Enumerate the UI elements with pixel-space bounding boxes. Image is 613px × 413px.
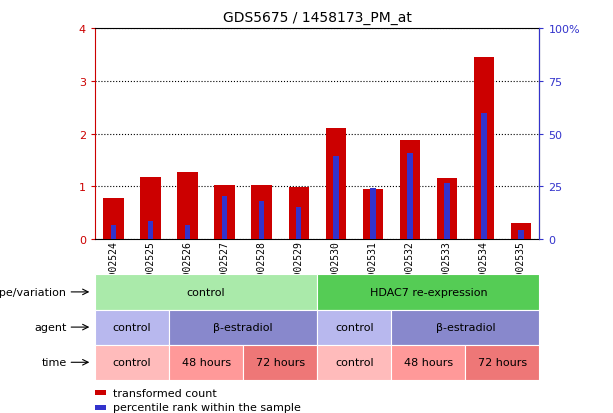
Text: 48 hours: 48 hours: [181, 357, 230, 368]
Text: agent: agent: [34, 322, 66, 332]
Text: control: control: [113, 357, 151, 368]
Bar: [251, 186, 272, 240]
Text: 48 hours: 48 hours: [404, 357, 453, 368]
Bar: [140, 178, 161, 240]
Bar: [333, 157, 338, 240]
Bar: [185, 225, 191, 240]
Bar: [474, 58, 494, 240]
Text: β-estradiol: β-estradiol: [436, 322, 495, 332]
Text: percentile rank within the sample: percentile rank within the sample: [113, 402, 300, 413]
Bar: [370, 188, 376, 240]
Bar: [326, 129, 346, 240]
Bar: [104, 199, 124, 240]
Bar: [289, 188, 309, 240]
Bar: [296, 208, 302, 240]
Bar: [444, 183, 449, 240]
Bar: [95, 275, 318, 310]
Text: β-estradiol: β-estradiol: [213, 322, 273, 332]
Bar: [95, 345, 169, 380]
Bar: [391, 345, 465, 380]
Text: 72 hours: 72 hours: [478, 357, 527, 368]
Text: control: control: [187, 287, 226, 297]
Text: genotype/variation: genotype/variation: [0, 287, 66, 297]
Bar: [95, 310, 169, 345]
Bar: [259, 202, 264, 240]
Text: control: control: [113, 322, 151, 332]
Bar: [318, 275, 539, 310]
Bar: [318, 310, 391, 345]
Text: 72 hours: 72 hours: [256, 357, 305, 368]
Bar: [518, 230, 524, 240]
Bar: [481, 114, 487, 240]
Bar: [318, 345, 391, 380]
Text: time: time: [41, 357, 66, 368]
Bar: [222, 196, 227, 240]
Bar: [391, 310, 539, 345]
Text: control: control: [335, 357, 373, 368]
Bar: [111, 225, 116, 240]
Text: transformed count: transformed count: [113, 388, 216, 398]
Bar: [243, 345, 318, 380]
Bar: [436, 179, 457, 240]
Bar: [169, 345, 243, 380]
Text: HDAC7 re-expression: HDAC7 re-expression: [370, 287, 487, 297]
Bar: [400, 140, 420, 240]
Bar: [169, 310, 318, 345]
Bar: [95, 405, 106, 410]
Bar: [95, 390, 106, 396]
Bar: [363, 190, 383, 240]
Bar: [148, 221, 153, 240]
Title: GDS5675 / 1458173_PM_at: GDS5675 / 1458173_PM_at: [223, 11, 412, 25]
Bar: [215, 185, 235, 240]
Bar: [465, 345, 539, 380]
Bar: [177, 173, 198, 240]
Bar: [511, 224, 531, 240]
Text: control: control: [335, 322, 373, 332]
Bar: [407, 154, 413, 240]
